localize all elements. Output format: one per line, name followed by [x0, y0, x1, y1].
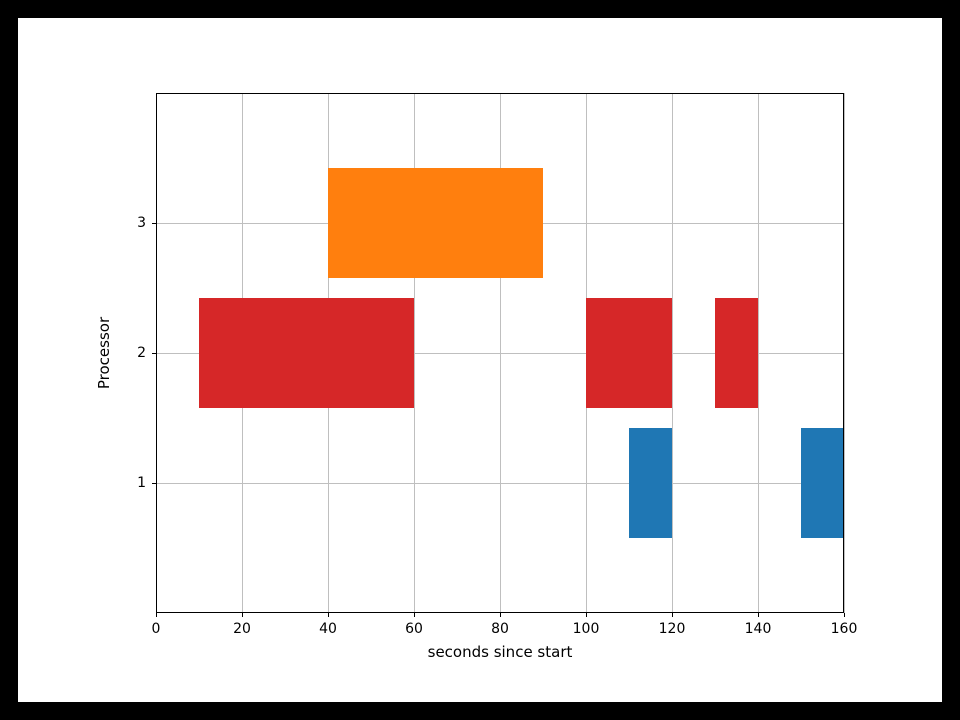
y-tick-label: 1	[126, 475, 146, 491]
x-tick	[328, 613, 329, 617]
x-tick	[672, 613, 673, 617]
x-tick	[414, 613, 415, 617]
gridline-vertical	[844, 93, 845, 613]
gantt-bar	[715, 298, 758, 409]
x-tick-label: 140	[745, 621, 772, 637]
figure-canvas: 020406080100120140160123 seconds since s…	[18, 18, 942, 702]
x-tick-label: 0	[152, 621, 161, 637]
x-tick-label: 40	[319, 621, 337, 637]
y-axis-label: Processor	[95, 317, 113, 389]
x-tick-label: 60	[405, 621, 423, 637]
x-tick-label: 160	[831, 621, 858, 637]
gantt-bar	[199, 298, 414, 409]
gantt-bar	[586, 298, 672, 409]
x-tick-label: 120	[659, 621, 686, 637]
y-tick-label: 2	[126, 345, 146, 361]
axis-spine	[156, 93, 157, 613]
gantt-bar	[801, 428, 844, 539]
plot-area: 020406080100120140160123	[156, 93, 844, 613]
gantt-bar	[629, 428, 672, 539]
x-tick	[500, 613, 501, 617]
x-tick-label: 100	[573, 621, 600, 637]
gantt-bar	[328, 168, 543, 279]
y-tick-label: 3	[126, 215, 146, 231]
x-axis-label: seconds since start	[428, 643, 573, 661]
axis-spine	[156, 612, 844, 613]
gridline-horizontal	[156, 483, 844, 484]
x-tick	[758, 613, 759, 617]
x-tick-label: 20	[233, 621, 251, 637]
x-tick-label: 80	[491, 621, 509, 637]
axis-spine	[156, 93, 844, 94]
x-tick	[242, 613, 243, 617]
x-tick	[844, 613, 845, 617]
axis-spine	[843, 93, 844, 613]
x-tick	[156, 613, 157, 617]
x-tick	[586, 613, 587, 617]
